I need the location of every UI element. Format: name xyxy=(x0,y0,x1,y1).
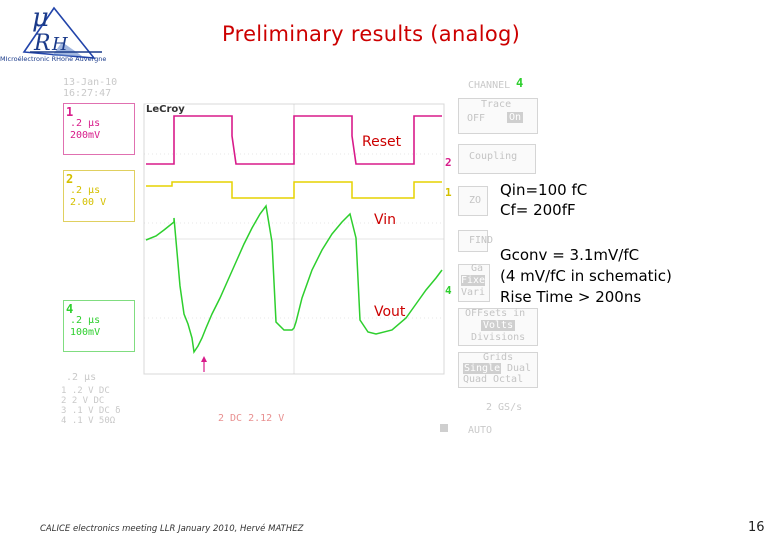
trace-off[interactable]: OFF xyxy=(467,113,486,124)
channel-2-number: 2 xyxy=(66,172,74,186)
summary-timebase: .2 μs xyxy=(66,372,97,383)
channel-1-timebase: .2 μs xyxy=(70,118,101,129)
grids-single[interactable]: Single xyxy=(463,363,502,374)
summary-row-4: 4 .1 V 50Ω xyxy=(61,416,116,426)
summary-row-1: 1 .2 V DC xyxy=(61,386,110,396)
grids-quad[interactable]: Quad xyxy=(463,374,488,385)
scope-date: 13-Jan-10 xyxy=(63,77,118,88)
vin-trace xyxy=(146,181,442,199)
trace-toggle[interactable]: Trace OFF On xyxy=(458,98,538,134)
annotation-schematic: (4 mV/fC in schematic) xyxy=(500,267,672,285)
channel-1-scale: 200mV xyxy=(70,130,101,141)
trigger-mode: AUTO xyxy=(468,425,493,436)
sample-rate: 2 GS/s xyxy=(486,402,523,413)
page-title: Preliminary results (analog) xyxy=(222,22,521,46)
mirha-logo: μ R H xyxy=(22,3,102,59)
scope-time: 16:27:47 xyxy=(63,88,112,99)
trace-on[interactable]: On xyxy=(507,112,524,123)
annotation-qin: Qin=100 fC xyxy=(500,181,588,199)
channel-1-number: 1 xyxy=(66,105,74,119)
svg-text:R: R xyxy=(33,31,51,56)
channel-4-scale: 100mV xyxy=(70,327,101,338)
annotation-gconv: Gconv = 3.1mV/fC xyxy=(500,246,640,264)
waveform-display xyxy=(143,103,445,375)
menu-channel-label: CHANNEL xyxy=(468,80,511,91)
marker-ch4: 4 xyxy=(445,284,452,297)
menu-channel-number: 4 xyxy=(516,76,524,90)
vin-label: Vin xyxy=(374,212,397,228)
gain-fixed[interactable]: Fixe xyxy=(461,275,486,286)
summary-row-2: 2 2 V DC xyxy=(61,396,105,406)
footer-text: CALICE electronics meeting LLR January 2… xyxy=(40,524,304,534)
channel-4-number: 4 xyxy=(66,302,74,316)
channel-4-box[interactable]: 4 .2 μs 100mV xyxy=(63,300,135,352)
gain-label: Ga xyxy=(471,263,484,274)
offsets-divisions[interactable]: Divisions xyxy=(471,332,526,343)
reset-trace xyxy=(146,115,442,165)
gain-variable[interactable]: Vari xyxy=(461,287,486,298)
annotation-cf: Cf= 200fF xyxy=(500,201,576,219)
offsets-selector[interactable]: OFFsets in Volts Divisions xyxy=(458,308,538,346)
find-button[interactable]: FIND xyxy=(458,230,493,252)
vout-label: Vout xyxy=(374,304,406,320)
grids-label: Grids xyxy=(483,352,514,363)
channel-1-box[interactable]: 1 .2 μs 200mV xyxy=(63,103,135,155)
zoom-button[interactable]: ZO xyxy=(458,186,488,216)
page-number: 16 xyxy=(748,520,765,535)
reset-label: Reset xyxy=(362,134,402,150)
gain-selector[interactable]: Ga Fixe Vari xyxy=(458,263,490,302)
channel-2-scale: 2.00 V xyxy=(70,197,107,208)
vout-trace xyxy=(145,204,443,355)
channel-4-timebase: .2 μs xyxy=(70,315,101,326)
channel-2-timebase: .2 μs xyxy=(70,185,101,196)
offsets-volts[interactable]: Volts xyxy=(481,320,516,331)
channel-2-box[interactable]: 2 .2 μs 2.00 V xyxy=(63,170,135,222)
offsets-label: OFFsets in xyxy=(465,308,526,319)
trigger-indicator xyxy=(440,424,448,432)
grids-octal[interactable]: Octal xyxy=(493,374,524,385)
svg-text:μ: μ xyxy=(32,3,49,33)
annotation-rise-time: Rise Time > 200ns xyxy=(500,288,642,306)
svg-text:H: H xyxy=(51,34,68,55)
grids-dual[interactable]: Dual xyxy=(507,363,532,374)
oscilloscope-screen: 13-Jan-10 16:27:47 1 .2 μs 200mV 2 .2 μs… xyxy=(58,72,553,440)
grids-selector[interactable]: Grids Single Dual Quad Octal xyxy=(458,352,538,388)
logo-caption: MIcroélectronic RHone Auvergne xyxy=(0,55,107,63)
marker-ch1: 1 xyxy=(445,186,452,199)
summary-row-3: 3 .1 V DC δ xyxy=(61,406,121,416)
trace-label: Trace xyxy=(481,99,512,110)
coupling-button[interactable]: Coupling xyxy=(458,144,536,174)
marker-ch2: 2 xyxy=(445,156,452,169)
trigger-readout: 2 DC 2.12 V xyxy=(218,413,285,424)
scope-brand: LeCroy xyxy=(146,104,185,115)
